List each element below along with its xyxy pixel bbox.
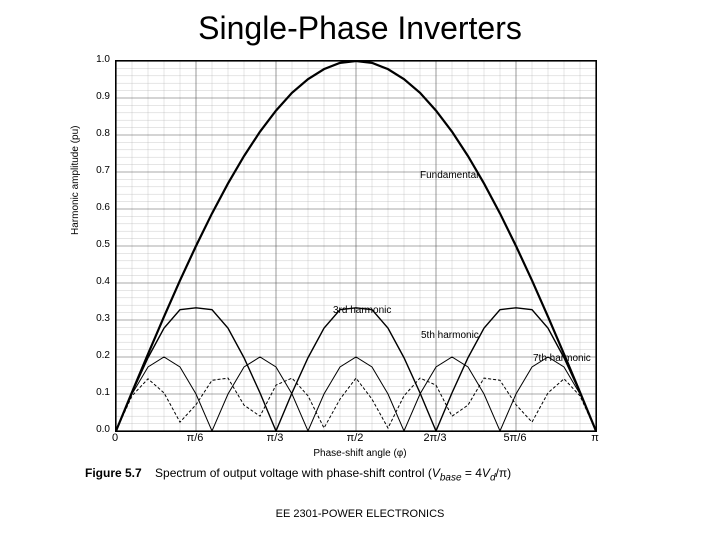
x-axis-label: Phase-shift angle (φ) bbox=[0, 448, 720, 459]
page-title: Single-Phase Inverters bbox=[0, 10, 720, 47]
x-tick: π/3 bbox=[267, 432, 284, 444]
x-tick: π/2 bbox=[347, 432, 364, 444]
figure-number: Figure 5.7 bbox=[85, 466, 142, 480]
figure-caption: Figure 5.7 Spectrum of output voltage wi… bbox=[85, 466, 511, 483]
y-tick: 0.9 bbox=[80, 91, 110, 102]
page-footer: EE 2301-POWER ELECTRONICS bbox=[0, 508, 720, 520]
series-label: 3rd harmonic bbox=[333, 305, 391, 316]
chart-svg bbox=[116, 61, 596, 431]
x-tick: π/6 bbox=[187, 432, 204, 444]
x-tick: 2π/3 bbox=[424, 432, 447, 444]
y-tick: 0.3 bbox=[80, 313, 110, 324]
y-tick: 0.5 bbox=[80, 239, 110, 250]
y-tick: 0.4 bbox=[80, 276, 110, 287]
y-tick: 0.7 bbox=[80, 165, 110, 176]
x-tick: π bbox=[591, 432, 599, 444]
y-tick: 0.0 bbox=[80, 424, 110, 435]
y-tick: 1.0 bbox=[80, 54, 110, 65]
caption-paren: (Vbase = 4Vd/π) bbox=[428, 466, 511, 480]
x-tick: 0 bbox=[112, 432, 118, 444]
chart-area bbox=[115, 60, 597, 432]
y-tick: 0.6 bbox=[80, 202, 110, 213]
y-tick: 0.8 bbox=[80, 128, 110, 139]
series-label: Fundamental bbox=[420, 170, 478, 181]
y-tick: 0.1 bbox=[80, 387, 110, 398]
y-axis-label: Harmonic amplitude (pu) bbox=[70, 126, 81, 236]
x-tick: 5π/6 bbox=[504, 432, 527, 444]
series-label: 5th harmonic bbox=[421, 330, 479, 341]
caption-text: Spectrum of output voltage with phase-sh… bbox=[155, 466, 424, 480]
series-label: 7th harmonic bbox=[533, 353, 591, 364]
y-tick: 0.2 bbox=[80, 350, 110, 361]
